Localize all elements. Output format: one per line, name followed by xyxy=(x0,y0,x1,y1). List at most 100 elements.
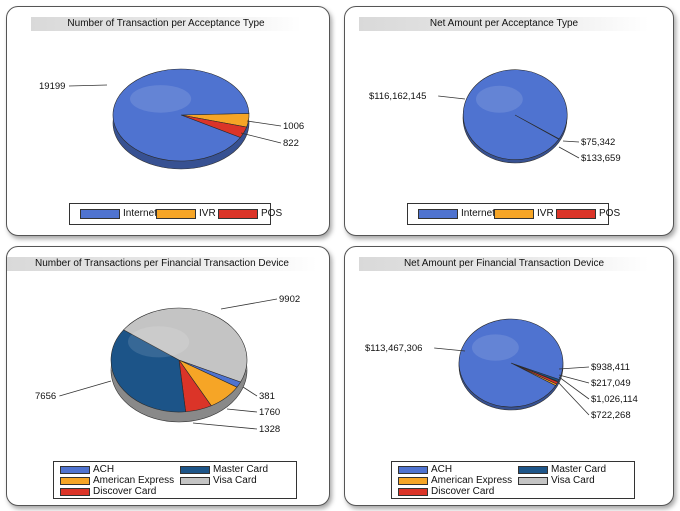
chart-legend: Internet IVR POS xyxy=(69,203,282,225)
leader-line xyxy=(558,376,590,400)
chart-legend: ACH Master Card American Express Visa Card D… xyxy=(53,461,297,499)
legend-item-master-card: Master Card xyxy=(518,464,606,476)
leader-line xyxy=(558,374,590,384)
chart-legend: Internet IVR POS xyxy=(407,203,620,225)
chart-title: Number of Transaction per Acceptance Typ… xyxy=(31,17,301,31)
data-label-pos: 822 xyxy=(283,138,299,149)
pie-slice-master-card xyxy=(110,329,186,413)
leader-line xyxy=(434,347,466,352)
data-label-ivr: 1006 xyxy=(283,121,304,132)
leader-line xyxy=(562,140,580,143)
chart-legend: ACH Master Card American Express Visa Card D… xyxy=(391,461,635,499)
leader-line xyxy=(226,408,258,413)
legend-item-american-express: American Express xyxy=(398,475,512,487)
leader-line xyxy=(192,422,258,430)
leader-line xyxy=(246,120,282,127)
legend-label: Master Card xyxy=(213,464,269,475)
pie-slice-ach xyxy=(458,318,564,408)
legend-item-visa-card: Visa Card xyxy=(180,475,257,487)
legend-item-internet: Internet xyxy=(80,208,157,220)
leader-line xyxy=(558,366,590,370)
legend-swatch xyxy=(398,476,428,485)
legend-swatch xyxy=(60,487,90,496)
legend-label: Internet xyxy=(461,208,495,219)
chart-title: Net Amount per Acceptance Type xyxy=(359,17,649,31)
leader-line xyxy=(68,84,108,87)
chart-panel-transactions-acceptance: Number of Transaction per Acceptance Typ… xyxy=(6,6,330,236)
legend-swatch xyxy=(398,487,428,496)
legend-swatch xyxy=(60,465,90,474)
data-label-visa-card: 9902 xyxy=(279,294,300,305)
pie-chart: 19199 1006 822 xyxy=(39,68,304,170)
legend-label: ACH xyxy=(431,464,453,475)
leader-line xyxy=(59,380,112,397)
legend-swatch xyxy=(80,208,120,219)
legend-swatch xyxy=(180,476,210,485)
legend-label: Discover Card xyxy=(431,486,495,497)
pie-slice-internet xyxy=(463,69,568,160)
pie-chart: $116,162,145 $75,342 $133,659 xyxy=(369,69,621,164)
legend-item-american-express: American Express xyxy=(60,475,174,487)
legend-label: Visa Card xyxy=(551,475,595,486)
pie-highlight xyxy=(476,85,523,113)
pie-chart: 9902 7656 381 1760 1328 xyxy=(35,294,300,435)
legend-swatch xyxy=(398,465,428,474)
legend-item-internet: Internet xyxy=(418,208,495,220)
leader-line xyxy=(438,95,466,100)
legend-label: Discover Card xyxy=(93,486,157,497)
pie-highlight xyxy=(130,85,192,113)
legend-label: IVR xyxy=(199,208,216,219)
pie-chart: $113,467,306 $938,411 $217,049 $1,026,114 $7… xyxy=(365,318,638,421)
chart-title: Net Amount per Financial Transaction Dev… xyxy=(359,257,649,271)
legend-swatch xyxy=(494,208,534,219)
chart-panel-net-device: Net Amount per Financial Transaction Dev… xyxy=(344,246,674,506)
legend-label: American Express xyxy=(431,475,513,486)
data-label-ach: 381 xyxy=(259,391,275,402)
data-label-american-express: $722,268 xyxy=(591,410,631,421)
leader-line xyxy=(556,380,590,416)
legend-item-master-card: Master Card xyxy=(180,464,268,476)
legend-label: Visa Card xyxy=(213,475,257,486)
legend-swatch xyxy=(180,465,210,474)
data-label-ach: $113,467,306 xyxy=(365,343,422,354)
legend-label: IVR xyxy=(537,208,554,219)
legend-swatch xyxy=(60,476,90,485)
data-label-internet: 19199 xyxy=(39,81,65,92)
data-label-master-card: 7656 xyxy=(35,391,56,402)
legend-item-pos: POS xyxy=(218,208,282,220)
pie-slice-visa-card xyxy=(123,307,248,383)
legend-item-ivr: IVR xyxy=(156,208,216,220)
data-label-pos: $133,659 xyxy=(581,153,621,164)
data-label-american-express: 1760 xyxy=(259,407,280,418)
legend-label: POS xyxy=(261,208,283,219)
legend-label: Master Card xyxy=(551,464,607,475)
data-label-internet: $116,162,145 xyxy=(369,91,426,102)
legend-item-ach: ACH xyxy=(60,464,114,476)
data-label-discover-card: $1,026,114 xyxy=(591,394,638,405)
legend-item-pos: POS xyxy=(556,208,620,220)
data-label-visa-card: $217,049 xyxy=(591,378,631,389)
leader-line xyxy=(558,146,580,159)
legend-label: POS xyxy=(599,208,621,219)
legend-item-ivr: IVR xyxy=(494,208,554,220)
leader-line xyxy=(242,386,258,397)
legend-item-ach: ACH xyxy=(398,464,452,476)
data-label-master-card: $938,411 xyxy=(591,362,630,373)
legend-swatch xyxy=(418,208,458,219)
legend-item-discover-card: Discover Card xyxy=(398,486,494,498)
leader-line xyxy=(220,298,278,310)
legend-label: ACH xyxy=(93,464,115,475)
chart-panel-transactions-device: Number of Transactions per Financial Tra… xyxy=(6,246,330,506)
pie-highlight xyxy=(128,326,190,358)
legend-swatch xyxy=(518,465,548,474)
pie-slice-internet xyxy=(112,68,250,162)
legend-item-discover-card: Discover Card xyxy=(60,486,156,498)
legend-label: Internet xyxy=(123,208,157,219)
legend-swatch xyxy=(518,476,548,485)
chart-title: Number of Transactions per Financial Tra… xyxy=(7,257,317,271)
legend-label: American Express xyxy=(93,475,175,486)
legend-swatch xyxy=(218,208,258,219)
legend-swatch xyxy=(556,208,596,219)
chart-panel-net-acceptance: Net Amount per Acceptance Type $116,162,… xyxy=(344,6,674,236)
legend-swatch xyxy=(156,208,196,219)
